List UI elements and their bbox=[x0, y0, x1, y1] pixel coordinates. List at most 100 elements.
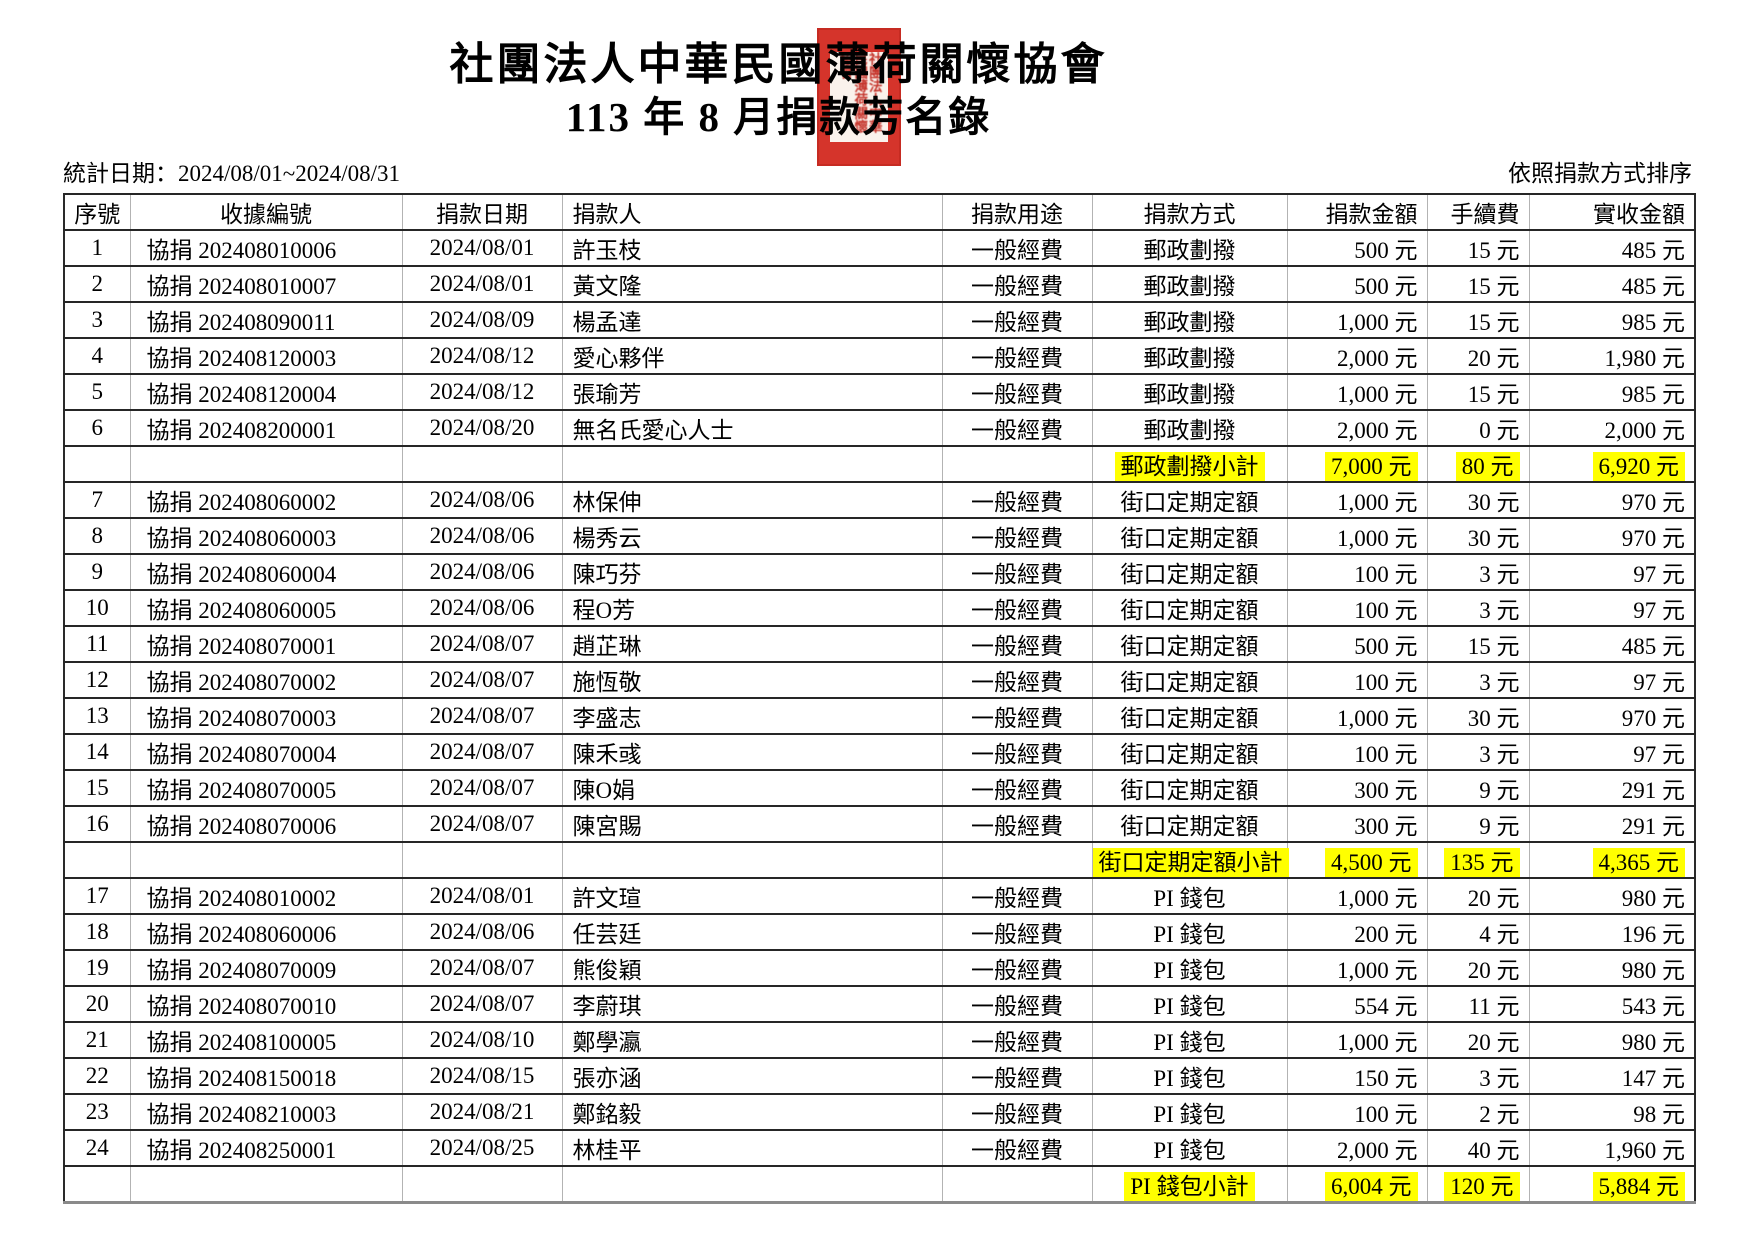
cell-no: 18 bbox=[63, 912, 131, 951]
cell-fee: 0 元 bbox=[1426, 408, 1530, 447]
cell-receipt: 協捐 202408200001 bbox=[129, 408, 403, 447]
col-header-amount: 捐款金額 bbox=[1286, 192, 1428, 231]
cell-method: 街口定期定額 bbox=[1091, 516, 1288, 555]
cell-method: PI 錢包 bbox=[1091, 948, 1288, 987]
table-row: 17 協捐 202408010002 2024/08/01 許文瑄 一般經費 PI 錢包 1… bbox=[63, 876, 1696, 915]
table-row: 6 協捐 202408200001 2024/08/20 無名氏愛心人士 一般經費 郵政劃… bbox=[63, 408, 1696, 447]
cell-method: 郵政劃撥 bbox=[1091, 372, 1288, 411]
cell-receipt: 協捐 202408070002 bbox=[129, 660, 403, 699]
cell-donor: 楊秀云 bbox=[561, 516, 943, 555]
cell-donor bbox=[561, 840, 943, 879]
cell-date bbox=[401, 1164, 563, 1204]
cell-donor: 李蔚琪 bbox=[561, 984, 943, 1023]
col-header-receipt: 收據編號 bbox=[129, 192, 403, 231]
cell-no: 23 bbox=[63, 1092, 131, 1131]
cell-purpose: 一般經費 bbox=[941, 1128, 1093, 1167]
cell-no: 11 bbox=[63, 624, 131, 663]
cell-purpose: 一般經費 bbox=[941, 804, 1093, 843]
cell-net: 985 元 bbox=[1528, 372, 1696, 411]
subtotal-value: 4,500 元 bbox=[1325, 847, 1418, 877]
table-row: 14 協捐 202408070004 2024/08/07 陳禾彧 一般經費 街口定期定額… bbox=[63, 732, 1696, 771]
table-row: 16 協捐 202408070006 2024/08/07 陳宮賜 一般經費 街口定期定額… bbox=[63, 804, 1696, 843]
cell-amount: 554 元 bbox=[1286, 984, 1428, 1023]
cell-donor: 張亦涵 bbox=[561, 1056, 943, 1095]
cell-no bbox=[63, 444, 131, 483]
cell-receipt: 協捐 202408090011 bbox=[129, 300, 403, 339]
cell-donor: 許玉枝 bbox=[561, 228, 943, 267]
cell-purpose: 一般經費 bbox=[941, 912, 1093, 951]
cell-fee: 30 元 bbox=[1426, 480, 1530, 519]
cell-method: 街口定期定額 bbox=[1091, 804, 1288, 843]
cell-fee: 3 元 bbox=[1426, 552, 1530, 591]
cell-donor bbox=[561, 444, 943, 483]
cell-amount: 200 元 bbox=[1286, 912, 1428, 951]
cell-method: 街口定期定額 bbox=[1091, 480, 1288, 519]
cell-amount: 1,000 元 bbox=[1286, 480, 1428, 519]
cell-amount: 100 元 bbox=[1286, 732, 1428, 771]
cell-donor: 李盛志 bbox=[561, 696, 943, 735]
cell-purpose: 一般經費 bbox=[941, 516, 1093, 555]
cell-no: 9 bbox=[63, 552, 131, 591]
subtotal-label: PI 錢包小計 bbox=[1124, 1171, 1255, 1201]
seal-inner-panel: 社團法人中華民國薄荷關懷協會 bbox=[830, 52, 888, 142]
cell-method: PI 錢包 bbox=[1091, 912, 1288, 951]
cell-net: 985 元 bbox=[1528, 300, 1696, 339]
cell-no: 19 bbox=[63, 948, 131, 987]
cell-donor: 陳巧芬 bbox=[561, 552, 943, 591]
cell-method: 郵政劃撥 bbox=[1091, 300, 1288, 339]
cell-receipt: 協捐 202408010002 bbox=[129, 876, 403, 915]
cell-receipt: 協捐 202408070009 bbox=[129, 948, 403, 987]
cell-purpose: 一般經費 bbox=[941, 408, 1093, 447]
cell-date: 2024/08/07 bbox=[401, 696, 563, 735]
table-row: 3 協捐 202408090011 2024/08/09 楊孟達 一般經費 郵政劃撥 1,0… bbox=[63, 300, 1696, 339]
cell-method: 街口定期定額 bbox=[1091, 660, 1288, 699]
cell-fee: 3 元 bbox=[1426, 660, 1530, 699]
cell-date: 2024/08/06 bbox=[401, 516, 563, 555]
cell-amount: 7,000 元 bbox=[1286, 444, 1428, 483]
cell-net: 980 元 bbox=[1528, 948, 1696, 987]
cell-purpose bbox=[941, 1164, 1093, 1204]
cell-net: 543 元 bbox=[1528, 984, 1696, 1023]
cell-method: PI 錢包 bbox=[1091, 1092, 1288, 1131]
page-title: 社團法人中華民國薄荷關懷協會 bbox=[449, 40, 1108, 89]
cell-donor: 林保伸 bbox=[561, 480, 943, 519]
cell-method: 郵政劃撥 bbox=[1091, 228, 1288, 267]
cell-date: 2024/08/07 bbox=[401, 948, 563, 987]
cell-net: 2,000 元 bbox=[1528, 408, 1696, 447]
cell-fee: 3 元 bbox=[1426, 1056, 1530, 1095]
cell-receipt: 協捐 202408070005 bbox=[129, 768, 403, 807]
cell-receipt: 協捐 202408060002 bbox=[129, 480, 403, 519]
table-row: 1 協捐 202408010006 2024/08/01 許玉枝 一般經費 郵政劃撥 500… bbox=[63, 228, 1696, 267]
cell-no: 3 bbox=[63, 300, 131, 339]
cell-date bbox=[401, 444, 563, 483]
cell-fee: 15 元 bbox=[1426, 228, 1530, 267]
cell-fee: 4 元 bbox=[1426, 912, 1530, 951]
cell-donor: 林桂平 bbox=[561, 1128, 943, 1167]
cell-receipt: 協捐 202408060006 bbox=[129, 912, 403, 951]
cell-purpose: 一般經費 bbox=[941, 300, 1093, 339]
cell-net: 97 元 bbox=[1528, 660, 1696, 699]
cell-method: 街口定期定額 bbox=[1091, 624, 1288, 663]
table-row: 18 協捐 202408060006 2024/08/06 任芸廷 一般經費 PI 錢包 2… bbox=[63, 912, 1696, 951]
cell-no: 2 bbox=[63, 264, 131, 303]
subtotal-value: 135 元 bbox=[1444, 847, 1520, 877]
cell-fee: 15 元 bbox=[1426, 624, 1530, 663]
cell-date: 2024/08/25 bbox=[401, 1128, 563, 1167]
cell-fee: 2 元 bbox=[1426, 1092, 1530, 1131]
cell-net: 97 元 bbox=[1528, 588, 1696, 627]
cell-donor: 陳禾彧 bbox=[561, 732, 943, 771]
cell-date: 2024/08/07 bbox=[401, 768, 563, 807]
cell-method: PI 錢包小計 bbox=[1091, 1164, 1288, 1204]
cell-amount: 1,000 元 bbox=[1286, 300, 1428, 339]
cell-method: 街口定期定額 bbox=[1091, 588, 1288, 627]
cell-amount: 500 元 bbox=[1286, 624, 1428, 663]
stat-date-range: 統計日期：2024/08/01~2024/08/31 bbox=[63, 160, 401, 186]
cell-receipt: 協捐 202408070003 bbox=[129, 696, 403, 735]
subtotal-value: 5,884 元 bbox=[1592, 1171, 1685, 1201]
cell-purpose: 一般經費 bbox=[941, 264, 1093, 303]
cell-purpose: 一般經費 bbox=[941, 984, 1093, 1023]
cell-date: 2024/08/06 bbox=[401, 552, 563, 591]
cell-receipt: 協捐 202408120003 bbox=[129, 336, 403, 375]
cell-receipt: 協捐 202408060005 bbox=[129, 588, 403, 627]
